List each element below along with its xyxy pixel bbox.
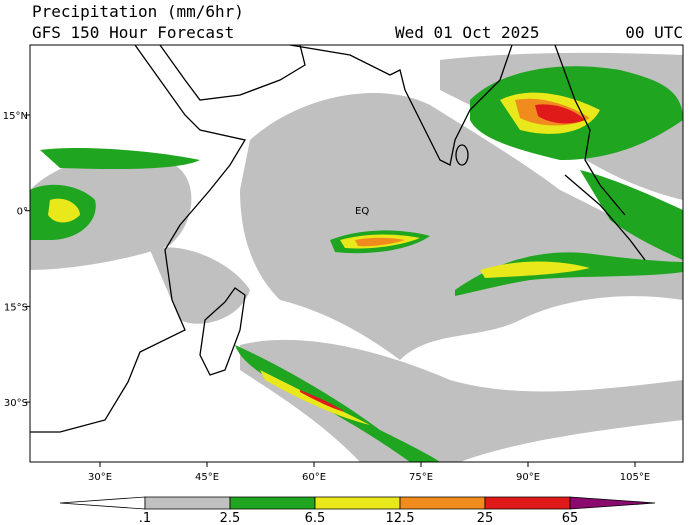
colorbar-segment	[314, 496, 401, 510]
colorbar-segment	[399, 496, 486, 510]
colorbar-label: 6.5	[305, 511, 326, 525]
y-tick-label: 15°S	[4, 302, 28, 313]
x-tick-label: 45°E	[195, 472, 219, 483]
colorbar-segment	[229, 496, 316, 510]
date: Wed 01 Oct 2025	[395, 23, 540, 42]
colorbar-label: 2.5	[220, 511, 241, 525]
time: 00 UTC	[625, 23, 683, 42]
colorbar-segment	[59, 496, 146, 510]
equator-label: EQ	[355, 206, 369, 217]
x-tick-label: 60°E	[302, 472, 326, 483]
x-tick-label: 105°E	[620, 472, 650, 483]
y-tick-label: 30°S	[4, 398, 28, 409]
subtitle: GFS 150 Hour Forecast	[32, 23, 234, 42]
map-field: EQ	[30, 45, 683, 462]
colorbar-label: .1	[139, 511, 151, 525]
colorbar-label: 12.5	[386, 511, 415, 525]
colorbar-segment	[569, 496, 656, 510]
colorbar-segment	[144, 496, 231, 510]
title: Precipitation (mm/6hr)	[32, 2, 244, 21]
map-frame	[29, 44, 684, 463]
x-tick-label: 90°E	[516, 472, 540, 483]
axes: 30°E 45°E 60°E 75°E 90°E 105°E 15°N 0° 15°S 30°S	[3, 111, 650, 483]
x-tick-label: 30°E	[88, 472, 112, 483]
y-tick-label: 15°N	[3, 111, 28, 122]
colorbar-label: 65	[562, 511, 579, 525]
colorbar-label: 25	[477, 511, 494, 525]
colorbar-segment	[484, 496, 571, 510]
colorbar: .1 2.5 6.5 12.5 25 65	[59, 496, 656, 525]
y-tick-label: 0°	[17, 207, 28, 218]
x-tick-label: 75°E	[409, 472, 433, 483]
